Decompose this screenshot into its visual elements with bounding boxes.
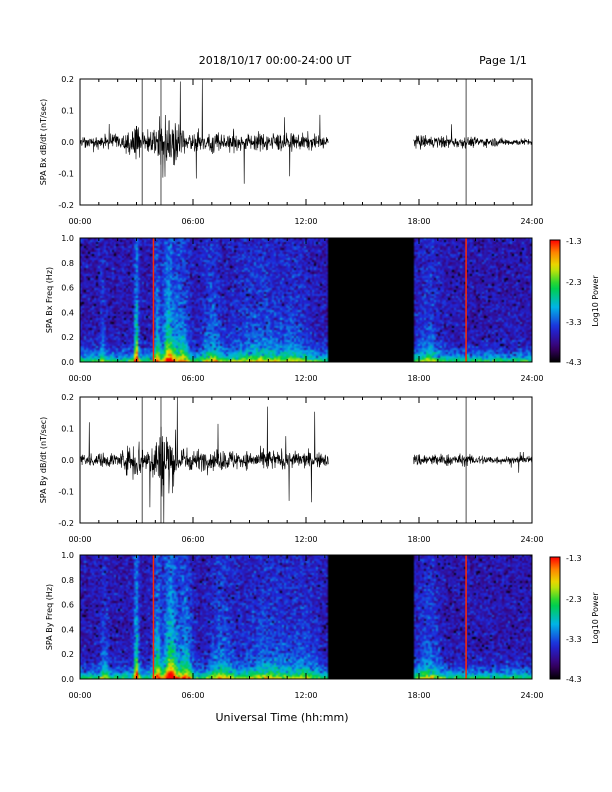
by-waveform-xtick-3: 18:00 <box>407 535 430 544</box>
by-spectrogram-xtick-1: 06:00 <box>181 691 204 700</box>
bx-colorbar: -1.3 -2.3 -3.3 -4.3 Log10 Power <box>549 237 600 367</box>
bx-waveform-trace <box>79 78 533 205</box>
bx-waveform-ytick-3: -0.1 <box>58 170 74 179</box>
by-spectrogram-ytick-3: 0.4 <box>61 625 74 634</box>
bx-spectrogram-ytick-5: 0.0 <box>61 358 74 367</box>
by-colorbar-label: Log10 Power <box>591 592 600 644</box>
bx-spectrogram-ytick-2: 0.6 <box>61 284 74 293</box>
by-spectrogram-ylabel: SPA By Freq (Hz) <box>45 584 54 650</box>
by-colorbar-tick-0: -1.3 <box>566 554 582 563</box>
waveform-segment <box>79 396 329 524</box>
by-waveform-ytick-3: -0.1 <box>58 488 74 497</box>
bx-spectrogram-ytick-0: 1.0 <box>61 234 74 243</box>
by-spectrogram-xtick-2: 12:00 <box>294 691 317 700</box>
by-waveform-ytick-2: 0.0 <box>61 456 74 465</box>
bx-waveform-panel: SPA Bx dB/dt (nT/sec) 0.2 0.1 0.0 -0.1 -… <box>39 75 544 226</box>
bx-waveform-xtick-3: 18:00 <box>407 217 430 226</box>
bx-waveform-xtick-1: 06:00 <box>181 217 204 226</box>
bx-spectrogram-ytick-1: 0.8 <box>61 259 74 268</box>
by-waveform-trace <box>79 396 533 524</box>
waveform-segment <box>413 451 533 473</box>
by-colorbar-tick-1: -2.3 <box>566 595 582 604</box>
by-colorbar-tick-2: -3.3 <box>566 635 582 644</box>
bx-spectrogram-ylabel: SPA Bx Freq (Hz) <box>45 267 54 333</box>
by-colorbar-tick-3: -4.3 <box>566 675 582 684</box>
bx-waveform-ytick-4: -0.2 <box>58 201 74 210</box>
by-spectrogram-xtick-0: 00:00 <box>68 691 91 700</box>
by-waveform-ytick-4: -0.2 <box>58 519 74 528</box>
bx-waveform-ytick-0: 0.2 <box>61 75 74 84</box>
bx-spectrogram-xtick-3: 18:00 <box>407 374 430 383</box>
by-waveform-axes <box>79 397 533 523</box>
bx-waveform-xtick-4: 24:00 <box>520 217 543 226</box>
by-waveform-panel: SPA By dB/dt (nT/sec) 0.2 0.1 0.0 -0.1 -… <box>39 393 544 544</box>
bx-spectrogram-ytick-3: 0.4 <box>61 308 74 317</box>
by-spectrogram-xtick-4: 24:00 <box>520 691 543 700</box>
by-spectrogram-image <box>80 555 532 679</box>
by-colorbar: -1.3 -2.3 -3.3 -4.3 Log10 Power <box>549 554 600 684</box>
by-spectrogram-spikes <box>152 555 467 679</box>
by-spectrogram-axes <box>79 555 533 679</box>
waveform-segment <box>79 78 329 184</box>
bx-spectrogram-panel: SPA Bx Freq (Hz) 1.0 0.8 0.6 0.4 0.2 0.0… <box>45 234 600 383</box>
bx-spectrogram-spikes <box>152 238 467 362</box>
bx-waveform-ytick-1: 0.1 <box>61 107 74 116</box>
by-colorbar-scale <box>549 556 561 680</box>
bx-spectrogram-xtick-4: 24:00 <box>520 374 543 383</box>
by-waveform-xtick-1: 06:00 <box>181 535 204 544</box>
by-waveform-xtick-2: 12:00 <box>294 535 317 544</box>
bx-colorbar-tick-0: -1.3 <box>566 237 582 246</box>
time-axis-label: Universal Time (hh:mm) <box>216 711 349 724</box>
bx-waveform-ytick-2: 0.0 <box>61 138 74 147</box>
bx-spectrogram-xtick-0: 00:00 <box>68 374 91 383</box>
bx-spectrogram-axes <box>79 238 533 362</box>
page-indicator: Page 1/1 <box>479 54 527 67</box>
by-waveform-ylabel: SPA By dB/dt (nT/sec) <box>39 417 48 504</box>
bx-colorbar-label: Log10 Power <box>591 275 600 327</box>
by-spectrogram-xtick-3: 18:00 <box>407 691 430 700</box>
bx-colorbar-tick-2: -3.3 <box>566 318 582 327</box>
bx-waveform-axes <box>79 79 533 205</box>
bx-waveform-ylabel: SPA Bx dB/dt (nT/sec) <box>39 99 48 186</box>
bx-colorbar-tick-1: -2.3 <box>566 278 582 287</box>
bx-spectrogram-ytick-4: 0.2 <box>61 333 74 342</box>
by-spectrogram-ytick-1: 0.8 <box>61 576 74 585</box>
by-waveform-xtick-0: 00:00 <box>68 535 91 544</box>
by-waveform-ytick-1: 0.1 <box>61 425 74 434</box>
by-spectrogram-ytick-5: 0.0 <box>61 675 74 684</box>
bx-spectrogram-image <box>80 238 532 362</box>
bx-waveform-xtick-2: 12:00 <box>294 217 317 226</box>
by-spectrogram-ytick-0: 1.0 <box>61 551 74 560</box>
figure-title: 2018/10/17 00:00-24:00 UT <box>199 54 352 67</box>
by-spectrogram-panel: SPA By Freq (Hz) 1.0 0.8 0.6 0.4 0.2 0.0… <box>45 551 600 700</box>
by-spectrogram-ytick-2: 0.6 <box>61 601 74 610</box>
waveform-segment <box>413 124 533 150</box>
bx-waveform-xtick-0: 00:00 <box>68 217 91 226</box>
by-waveform-ytick-0: 0.2 <box>61 393 74 402</box>
by-spectrogram-ytick-4: 0.2 <box>61 650 74 659</box>
by-waveform-xtick-4: 24:00 <box>520 535 543 544</box>
bx-colorbar-scale <box>549 239 561 363</box>
bx-spectrogram-xtick-2: 12:00 <box>294 374 317 383</box>
bx-spectrogram-xtick-1: 06:00 <box>181 374 204 383</box>
bx-colorbar-tick-3: -4.3 <box>566 358 582 367</box>
